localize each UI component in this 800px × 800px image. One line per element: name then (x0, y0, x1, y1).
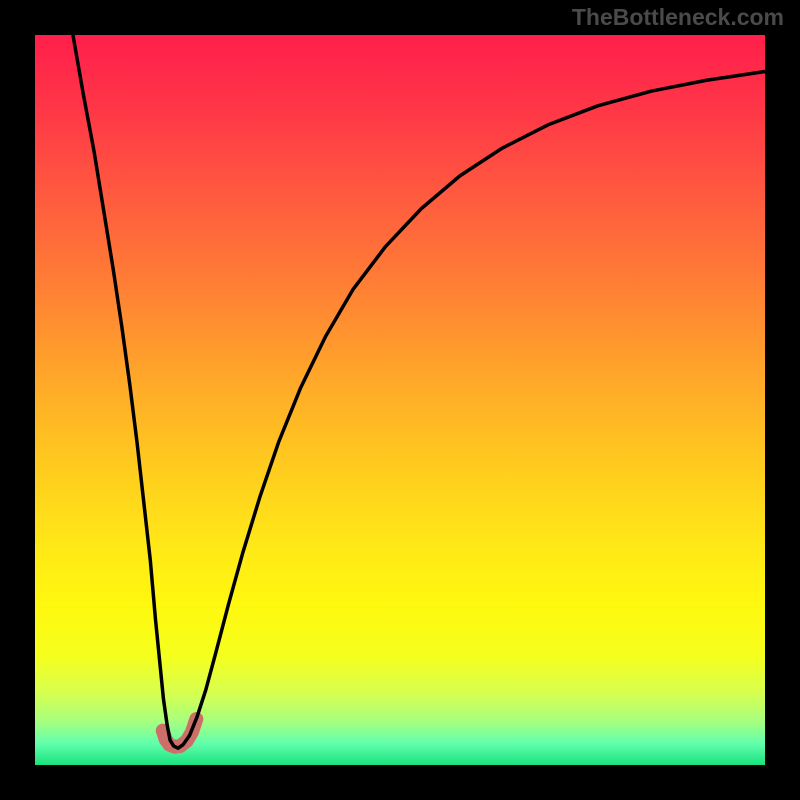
bottleneck-chart (0, 0, 800, 800)
chart-gradient-bg (35, 35, 765, 765)
watermark-text: TheBottleneck.com (572, 4, 784, 31)
